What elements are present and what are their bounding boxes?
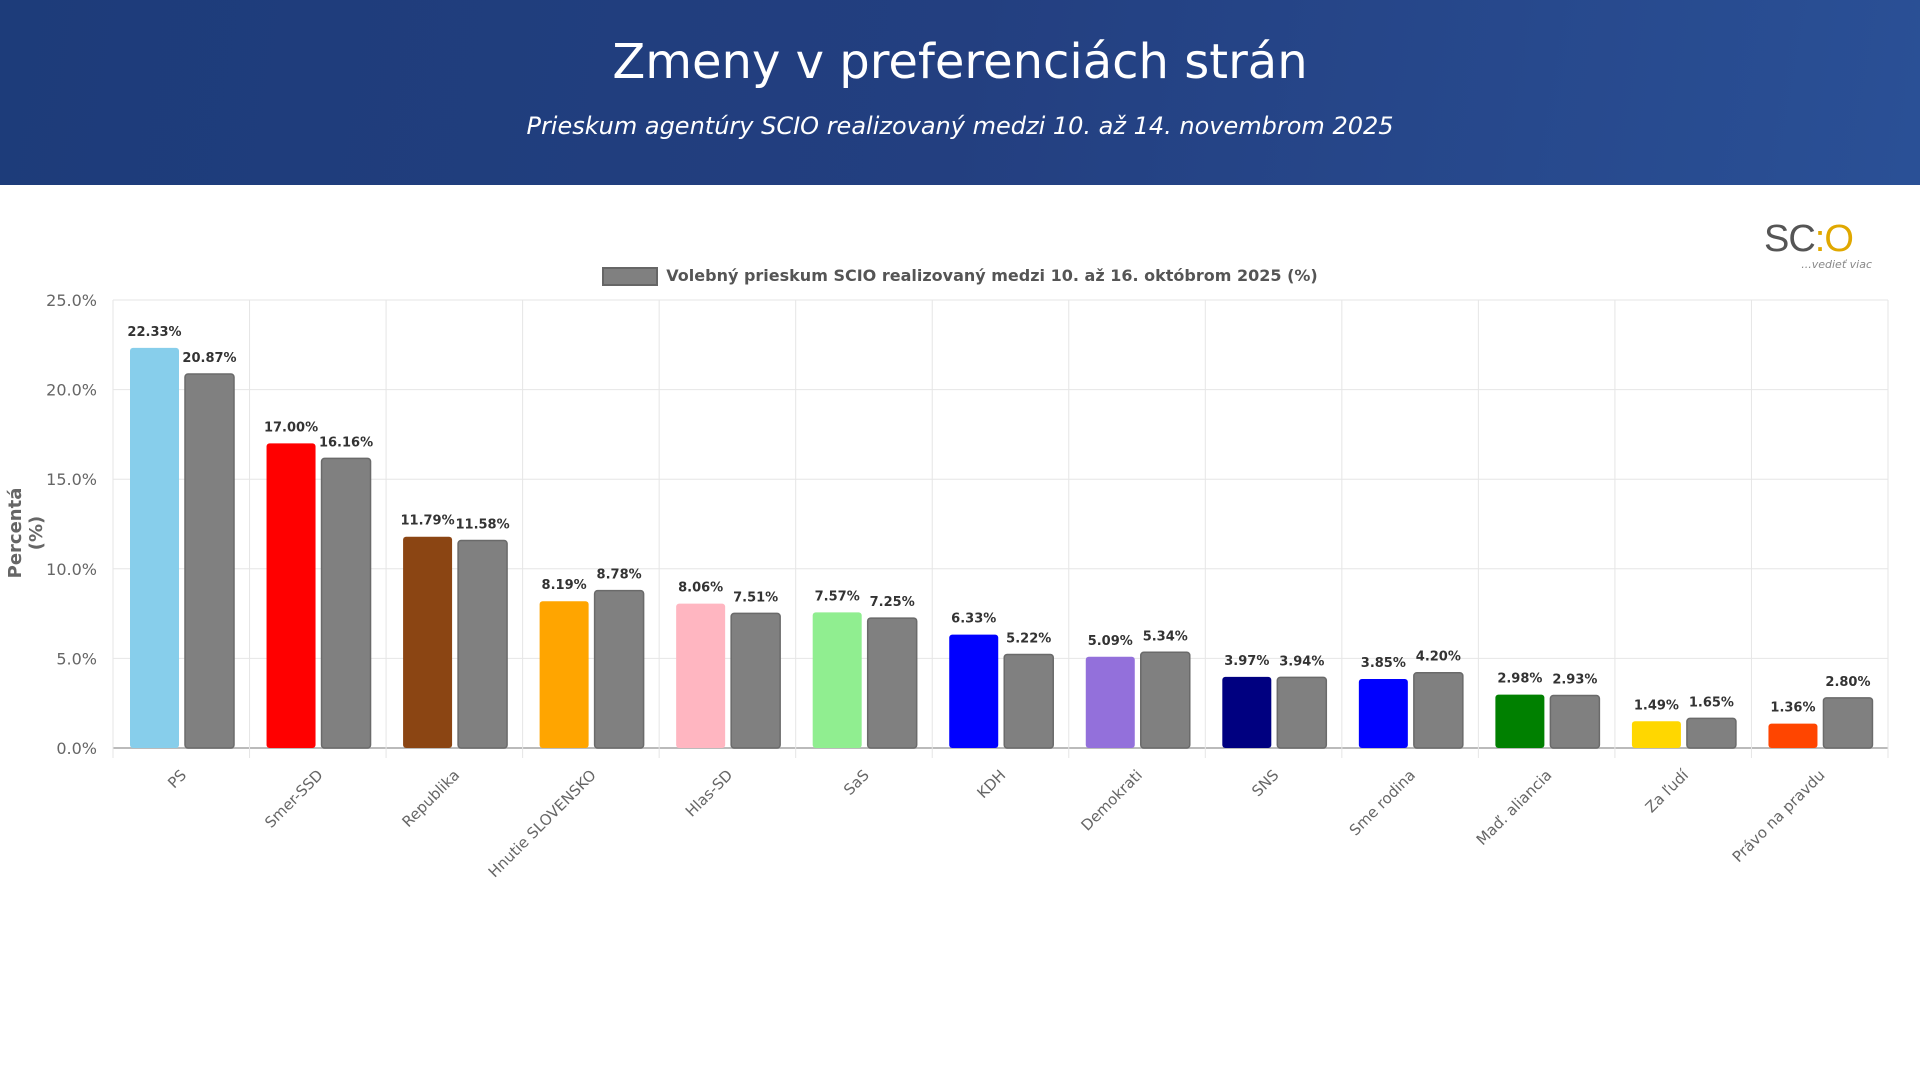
header-banner: Zmeny v preferenciách strán Prieskum age…: [0, 0, 1920, 185]
bar-current: [266, 443, 316, 748]
bar-previous: [1413, 671, 1464, 749]
logo-tagline: ...vedieť viac: [1801, 258, 1872, 271]
data-label: 8.78%: [597, 568, 642, 583]
data-label: 1.36%: [1770, 701, 1815, 716]
bar-previous: [320, 457, 372, 749]
y-tick-label: 5.0%: [56, 649, 97, 668]
bar-current: [1631, 721, 1681, 748]
data-label: 16.16%: [319, 435, 373, 450]
bar-previous: [1549, 694, 1601, 749]
x-tick-label: Maď. aliancia: [1473, 766, 1556, 849]
data-label: 2.98%: [1497, 672, 1542, 687]
data-label: 11.58%: [455, 517, 509, 532]
data-label: 1.49%: [1634, 698, 1679, 713]
x-tick-label: PS: [164, 766, 190, 792]
data-label: 5.09%: [1088, 634, 1133, 649]
bar-previous: [1003, 653, 1054, 749]
bar-current: [1085, 656, 1135, 748]
bar-previous: [457, 539, 508, 749]
page-subtitle: Prieskum agentúry SCIO realizovaný medzi…: [526, 112, 1394, 140]
y-tick-label: 15.0%: [46, 470, 97, 489]
legend-swatch: [602, 267, 659, 286]
data-label: 3.97%: [1224, 654, 1269, 669]
data-label: 7.51%: [733, 590, 778, 605]
data-label: 7.57%: [815, 589, 860, 604]
x-tick-label: SNS: [1248, 766, 1282, 800]
x-tick-label: Hnutie SLOVENSKO: [485, 766, 600, 881]
bar-current: [130, 347, 179, 748]
bar-current: [1222, 676, 1272, 748]
bar-previous: [1686, 717, 1737, 749]
x-tick-label: KDH: [973, 766, 1009, 802]
data-label: 2.80%: [1825, 675, 1870, 690]
x-tick-label: Smer-SSD: [261, 766, 326, 831]
page-title: Zmeny v preferenciách strán: [612, 34, 1308, 90]
bar-previous: [1276, 676, 1328, 749]
data-label: 20.87%: [182, 351, 236, 366]
data-label: 5.22%: [1006, 631, 1051, 646]
bar-previous: [730, 612, 781, 749]
bar-current: [949, 634, 999, 748]
data-label: 6.33%: [951, 612, 996, 627]
x-tick-label: Sme rodina: [1346, 766, 1419, 839]
bar-previous: [1822, 697, 1874, 749]
data-label: 7.25%: [870, 595, 915, 610]
data-label: 1.65%: [1689, 695, 1734, 710]
y-tick-label: 20.0%: [46, 381, 97, 400]
data-label: 5.34%: [1143, 629, 1188, 644]
data-label: 4.20%: [1416, 650, 1461, 665]
bar-current: [539, 601, 589, 748]
x-tick-label: Republika: [398, 766, 463, 831]
bar-current: [812, 612, 862, 748]
bar-current: [1768, 723, 1818, 748]
data-label: 2.93%: [1552, 672, 1597, 687]
bar-current: [403, 536, 453, 748]
bar-previous: [184, 373, 235, 749]
x-tick-label: SaS: [840, 766, 873, 799]
bar-current: [676, 603, 726, 748]
scio-logo: SC:O ...vedieť viac: [1764, 218, 1872, 271]
data-label: 11.79%: [400, 514, 454, 529]
x-tick-label: Demokrati: [1078, 766, 1146, 834]
chart-legend[interactable]: Volebný prieskum SCIO realizovaný medzi …: [0, 266, 1920, 286]
x-tick-label: Za ľudí: [1642, 766, 1693, 817]
data-label: 8.06%: [678, 581, 723, 596]
data-label: 3.94%: [1279, 654, 1324, 669]
bar-previous: [1140, 651, 1191, 749]
bar-previous: [866, 617, 918, 749]
data-label: 22.33%: [127, 325, 181, 340]
bar-current: [1358, 679, 1408, 748]
y-tick-label: 25.0%: [46, 291, 97, 310]
data-label: 17.00%: [264, 420, 318, 435]
data-label: 8.19%: [542, 578, 587, 593]
bar-current: [1495, 694, 1545, 748]
bar-previous: [593, 589, 645, 749]
legend-label: Volebný prieskum SCIO realizovaný medzi …: [666, 266, 1318, 285]
x-tick-label: Právo na pravdu: [1729, 766, 1829, 866]
y-tick-label: 0.0%: [56, 739, 97, 758]
data-label: 3.85%: [1361, 656, 1406, 671]
x-tick-label: Hlas-SD: [682, 766, 736, 820]
y-tick-label: 10.0%: [46, 560, 97, 579]
